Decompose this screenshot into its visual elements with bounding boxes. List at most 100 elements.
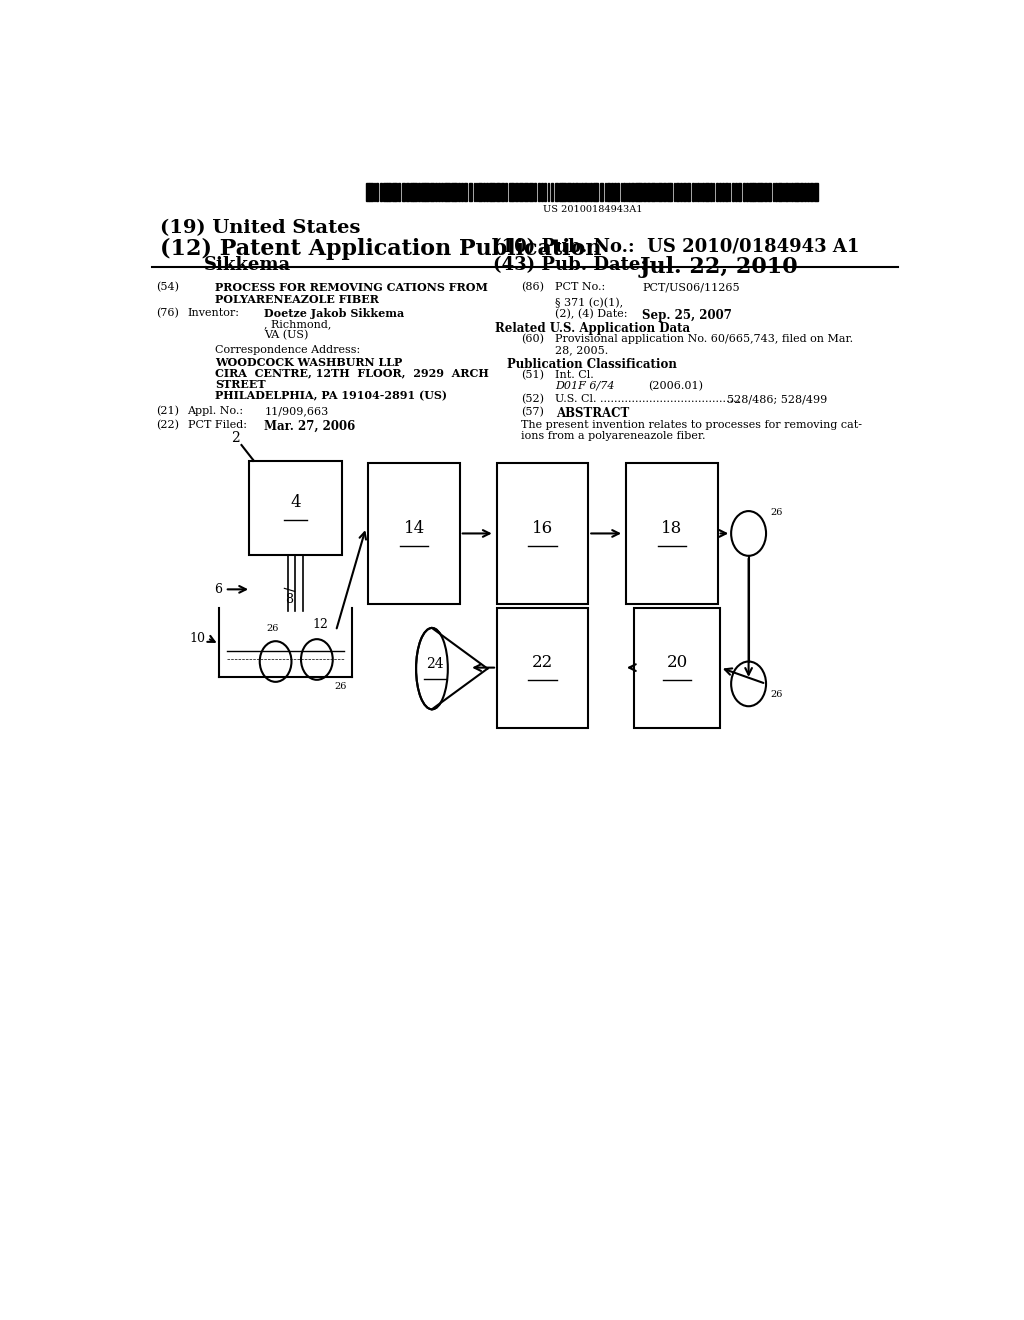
Bar [716, 182, 719, 201]
Text: PROCESS FOR REMOVING CATIONS FROM: PROCESS FOR REMOVING CATIONS FROM [215, 282, 488, 293]
Text: Provisional application No. 60/665,743, filed on Mar.: Provisional application No. 60/665,743, … [555, 334, 853, 345]
Text: 20: 20 [667, 653, 688, 671]
Bar [419, 182, 420, 201]
Bar [706, 182, 709, 201]
Bar [745, 182, 749, 201]
Text: Correspondence Address:: Correspondence Address: [215, 346, 360, 355]
Bar [651, 182, 654, 201]
Text: Publication Classification: Publication Classification [507, 358, 677, 371]
Bar [469, 182, 472, 201]
Bar [643, 182, 646, 201]
Bar [376, 182, 378, 201]
Bar [591, 182, 592, 201]
Bar [634, 607, 720, 727]
Text: 26: 26 [771, 689, 783, 698]
Text: POLYARENEAZOLE FIBER: POLYARENEAZOLE FIBER [215, 293, 379, 305]
Bar [572, 182, 573, 201]
Bar [738, 182, 741, 201]
Bar [621, 182, 622, 201]
Text: US 20100184943A1: US 20100184943A1 [543, 205, 642, 214]
Bar [635, 182, 639, 201]
Text: 16: 16 [532, 520, 553, 537]
Text: (12) Patent Application Publication: (12) Patent Application Publication [160, 238, 601, 260]
Bar [489, 182, 490, 201]
Bar [807, 182, 809, 201]
Text: (76): (76) [156, 308, 178, 318]
Circle shape [260, 642, 292, 682]
Bar [434, 182, 437, 201]
Bar [425, 182, 429, 201]
Text: VA (US): VA (US) [264, 330, 309, 341]
Text: 28, 2005.: 28, 2005. [555, 346, 608, 355]
Bar [541, 182, 543, 201]
Bar [501, 182, 504, 201]
Bar [505, 182, 508, 201]
Bar [697, 182, 699, 201]
Bar [699, 182, 701, 201]
Polygon shape [432, 628, 487, 709]
Text: 12: 12 [312, 618, 328, 631]
Bar [671, 182, 672, 201]
Text: Sikkema: Sikkema [204, 256, 291, 275]
Text: 26: 26 [334, 682, 347, 690]
Bar [509, 182, 512, 201]
Bar [667, 182, 670, 201]
Text: The present invention relates to processes for removing cat-: The present invention relates to process… [521, 420, 862, 429]
Bar [567, 182, 571, 201]
Bar [687, 182, 690, 201]
Text: Int. Cl.: Int. Cl. [555, 370, 594, 380]
Bar [810, 182, 813, 201]
Text: Doetze Jakob Sikkema: Doetze Jakob Sikkema [264, 308, 404, 319]
Bar [711, 182, 712, 201]
Bar [647, 182, 650, 201]
Bar [692, 182, 693, 201]
Bar [623, 182, 625, 201]
Text: (60): (60) [521, 334, 544, 345]
Text: 22: 22 [532, 653, 553, 671]
Text: (86): (86) [521, 282, 544, 293]
Bar [475, 182, 477, 201]
Text: , Richmond,: , Richmond, [264, 319, 332, 329]
Text: 18: 18 [662, 520, 683, 537]
Text: WOODCOCK WASHBURN LLP: WOODCOCK WASHBURN LLP [215, 356, 402, 367]
Bar [370, 182, 373, 201]
Bar [555, 182, 558, 201]
Bar [443, 182, 445, 201]
Bar [249, 461, 342, 554]
Text: (2006.01): (2006.01) [648, 381, 702, 391]
Text: CIRA  CENTRE, 12TH  FLOOR,  2929  ARCH: CIRA CENTRE, 12TH FLOOR, 2929 ARCH [215, 368, 489, 379]
Bar [579, 182, 580, 201]
Bar [459, 182, 460, 201]
Bar [456, 182, 458, 201]
Bar [499, 182, 500, 201]
Text: (52): (52) [521, 395, 544, 404]
Text: D01F 6/74: D01F 6/74 [555, 381, 614, 391]
Text: § 371 (c)(1),: § 371 (c)(1), [555, 297, 623, 308]
Bar [798, 182, 799, 201]
Text: Jul. 22, 2010: Jul. 22, 2010 [640, 256, 799, 279]
Bar [628, 182, 630, 201]
Bar [486, 182, 487, 201]
Bar [735, 182, 736, 201]
Bar [814, 182, 818, 201]
Bar [732, 182, 734, 201]
Bar [626, 182, 627, 201]
Bar [414, 182, 417, 201]
Bar [581, 182, 583, 201]
Text: (21): (21) [156, 407, 179, 417]
Bar [768, 182, 771, 201]
Bar [387, 182, 388, 201]
Bar [534, 182, 537, 201]
Bar [729, 182, 730, 201]
Bar [588, 182, 589, 201]
Bar [497, 607, 589, 727]
Bar [655, 182, 657, 201]
Bar [461, 182, 463, 201]
Bar [383, 182, 386, 201]
Bar [694, 182, 696, 201]
Text: (57): (57) [521, 408, 544, 417]
Bar [627, 463, 718, 603]
Text: PCT No.:: PCT No.: [555, 282, 605, 293]
Bar [702, 182, 703, 201]
Bar [446, 182, 450, 201]
